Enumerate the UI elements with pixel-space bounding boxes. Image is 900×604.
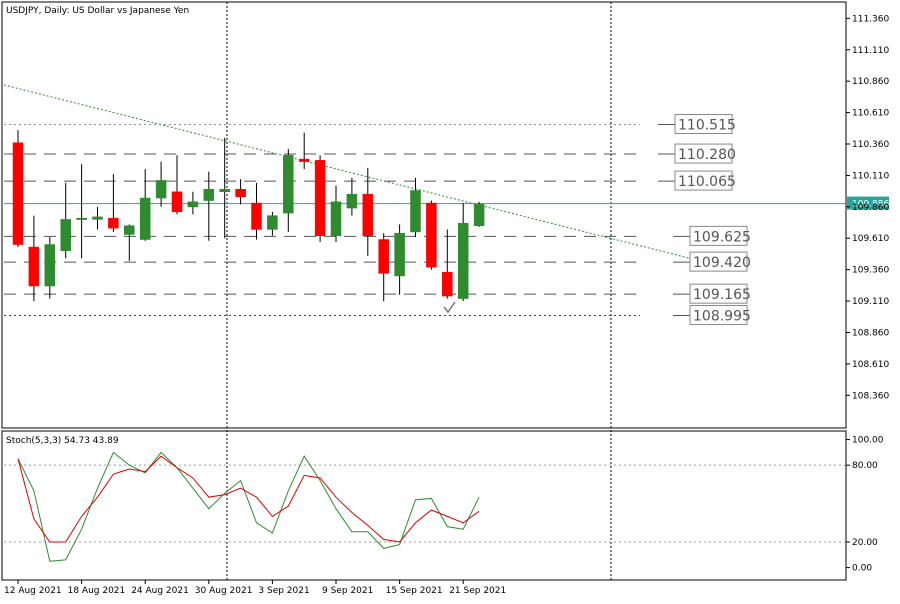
price-tick-label: 108.360 (852, 391, 889, 401)
candle-body (362, 194, 374, 236)
candle-body (346, 194, 358, 209)
stoch-tick-label: 100.00 (852, 436, 884, 446)
candle-body (203, 188, 215, 201)
stoch-tick-label: 0.00 (852, 564, 872, 574)
price-tick-label: 110.610 (852, 109, 889, 119)
candle-body (426, 202, 437, 268)
candle-body (283, 155, 294, 214)
trendline-group (3, 84, 691, 259)
candle-body (92, 216, 103, 220)
price-tick-label: 109.860 (852, 203, 889, 213)
trendline (3, 84, 691, 259)
x-tick-label: 18 Aug 2021 (68, 586, 126, 596)
current-price-label: 109.886 (852, 200, 889, 210)
candle-body (12, 142, 24, 245)
stoch-tick-label: 20.00 (852, 538, 878, 548)
stoch-axis: 100.00 80.00 20.00 0.00 (846, 436, 884, 574)
x-tick-label: 24 Aug 2021 (131, 586, 189, 596)
level-label: 110.280 (678, 147, 736, 163)
price-tick-label: 110.360 (852, 140, 889, 150)
stoch-title: Stoch(5,3,3) 54.73 43.89 (6, 436, 119, 446)
candle-body (139, 197, 151, 240)
price-axis: 111.360 111.110 110.860 110.610 110.360 110.1… (846, 14, 889, 401)
candle-body (473, 204, 485, 226)
price-tick-label: 110.110 (852, 171, 889, 181)
candle-body (442, 271, 453, 297)
x-tick-label: 15 Sep 2021 (386, 586, 443, 596)
price-tick-label: 110.860 (852, 77, 889, 87)
price-tick-label: 109.110 (852, 297, 889, 307)
candle-body (378, 239, 389, 274)
candle-body (28, 246, 40, 287)
candle-body (171, 191, 183, 213)
x-axis: 12 Aug 2021 18 Aug 2021 24 Aug 2021 30 Aug … (4, 580, 506, 596)
level-label-box (674, 143, 733, 164)
candle-body (298, 158, 310, 162)
candle-body (44, 244, 56, 287)
candle-body (251, 202, 262, 230)
candle-body (394, 232, 405, 277)
chart-title: USDJPY, Daily: US Dollar vs Japanese Yen (6, 6, 189, 16)
level-label-box (674, 170, 733, 191)
candle-body (124, 225, 135, 235)
x-tick-label: 12 Aug 2021 (4, 586, 62, 596)
price-tick-label: 111.110 (852, 46, 889, 56)
price-tick-label: 109.360 (852, 266, 889, 276)
stoch-tick-label: 80.00 (852, 461, 878, 471)
price-tick-label: 108.860 (852, 328, 889, 338)
x-tick-label: 30 Aug 2021 (195, 586, 253, 596)
stoch-pane-frame (1, 430, 847, 581)
x-tick-label: 3 Sep 2021 (258, 586, 309, 596)
current-price-tag (847, 196, 889, 210)
level-label-box (689, 305, 748, 326)
level-label-box (689, 251, 748, 272)
price-tick-label: 109.610 (852, 234, 889, 244)
candle-body (410, 190, 421, 233)
checkmark-icon (443, 301, 456, 314)
price-tick-label: 108.610 (852, 360, 889, 370)
candle-body (76, 217, 87, 220)
candle-body (219, 188, 230, 193)
candle-body (330, 201, 342, 236)
level-label: 110.515 (678, 118, 736, 134)
candle-body (267, 215, 278, 230)
candle-body (155, 180, 167, 199)
level-label: 109.420 (693, 255, 751, 271)
level-label-box (689, 225, 748, 246)
candle-body (457, 222, 469, 299)
stoch-group (4, 451, 846, 562)
level-label-box (689, 283, 748, 304)
stoch-series-line (17, 455, 480, 543)
price-tick-label: 111.360 (852, 14, 889, 24)
x-tick-label: 9 Sep 2021 (322, 586, 373, 596)
candle-body (314, 160, 326, 236)
level-label: 110.065 (678, 174, 736, 190)
level-label: 108.995 (693, 309, 751, 325)
candle-body (108, 217, 119, 229)
price-pane-frame (1, 1, 847, 429)
stoch-series-line (17, 451, 480, 562)
candles-group (12, 130, 485, 302)
x-tick-label: 21 Sep 2021 (449, 586, 506, 596)
level-label: 109.165 (693, 287, 751, 303)
candle-body (60, 219, 71, 252)
level-label: 109.625 (693, 229, 751, 245)
level-label-box (674, 114, 733, 135)
price-levels: 110.515 110.280 110.065 109.625 109.420 109.1… (4, 114, 889, 326)
candle-body (187, 201, 199, 208)
candle-body (235, 188, 246, 198)
